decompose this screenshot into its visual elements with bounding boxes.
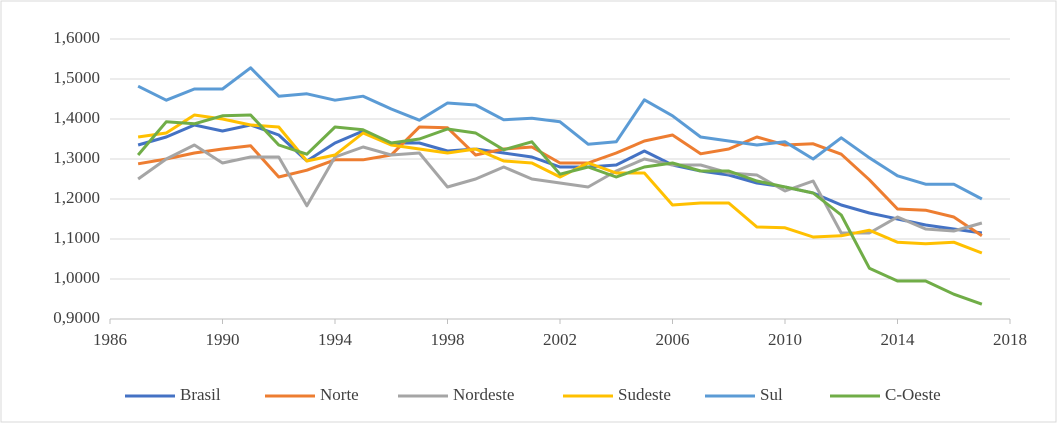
y-tick-label: 1,5000 [53, 68, 100, 87]
y-tick-label: 1,1000 [53, 228, 100, 247]
x-tick-label: 1994 [318, 330, 353, 349]
x-tick-label: 1990 [206, 330, 240, 349]
x-tick-label: 2006 [656, 330, 690, 349]
legend-label: C-Oeste [885, 385, 941, 404]
y-tick-label: 1,2000 [53, 188, 100, 207]
x-tick-label: 2014 [881, 330, 916, 349]
x-tick-label: 2018 [993, 330, 1027, 349]
legend-label: Sudeste [618, 385, 671, 404]
series-line [137, 143, 983, 235]
y-tick-label: 1,6000 [53, 28, 100, 47]
series-line [137, 113, 983, 255]
legend-label: Brasil [180, 385, 221, 404]
series-line [137, 125, 983, 238]
x-tick-label: 1998 [431, 330, 465, 349]
x-tick-label: 2010 [768, 330, 802, 349]
y-tick-label: 0,9000 [53, 308, 100, 327]
y-tick-label: 1,4000 [53, 108, 100, 127]
legend-label: Nordeste [453, 385, 514, 404]
y-tick-label: 1,3000 [53, 148, 100, 167]
legend-label: Norte [320, 385, 359, 404]
series-line [137, 66, 983, 201]
x-tick-label: 1986 [93, 330, 127, 349]
y-tick-label: 1,0000 [53, 268, 100, 287]
x-tick-label: 2002 [543, 330, 577, 349]
series-line [136, 113, 983, 306]
series-line [137, 123, 983, 235]
legend-label: Sul [760, 385, 783, 404]
